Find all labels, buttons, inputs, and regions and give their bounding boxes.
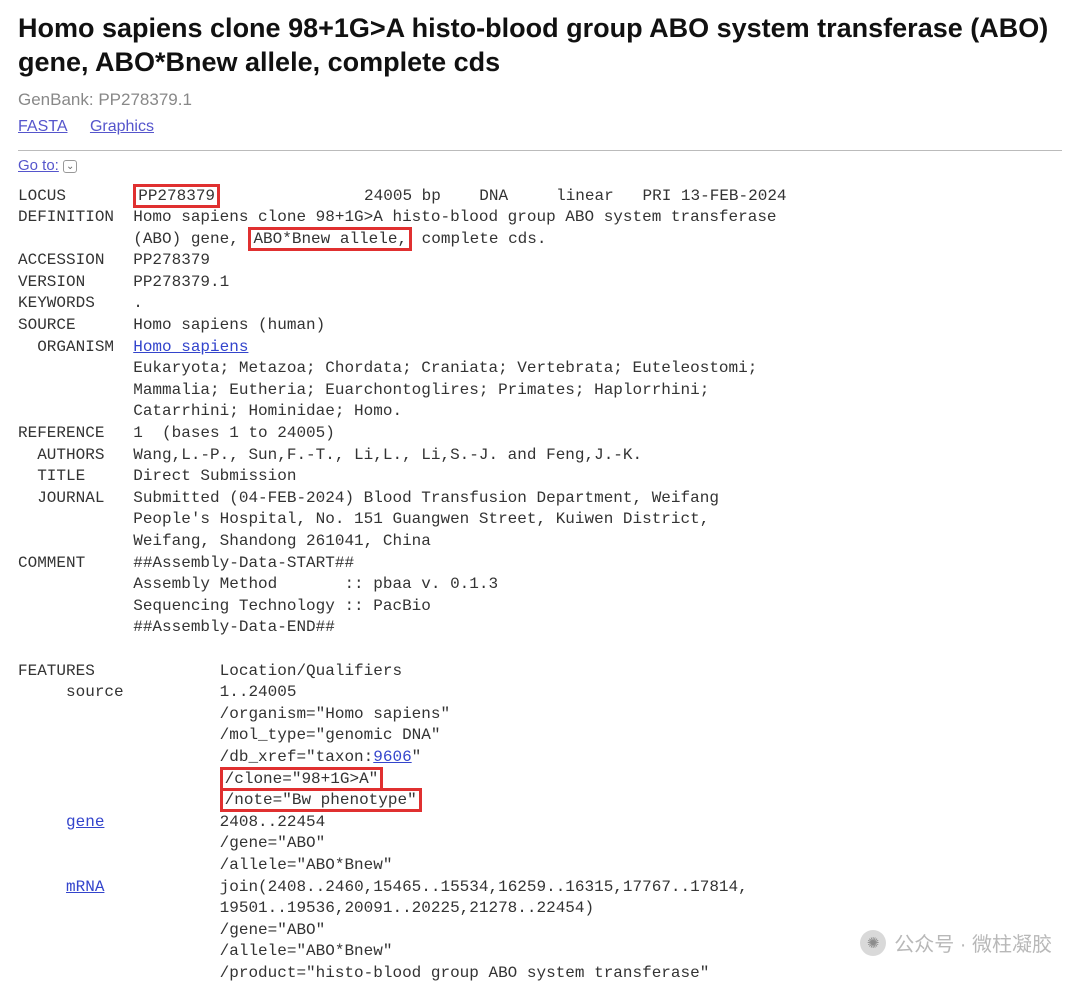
mrna-allele: /allele="ABO*Bnew" xyxy=(18,942,392,960)
chevron-down-icon[interactable]: ⌄ xyxy=(63,160,77,173)
allele-highlight: ABO*Bnew allele, xyxy=(248,227,412,251)
gene-allele: /allele="ABO*Bnew" xyxy=(18,856,392,874)
comment-3: Sequencing Technology :: PacBio xyxy=(18,597,431,615)
divider xyxy=(18,150,1062,151)
authors-row: AUTHORS Wang,L.-P., Sun,F.-T., Li,L., Li… xyxy=(18,446,642,464)
organism-label: ORGANISM xyxy=(18,338,133,356)
version-row: VERSION PP278379.1 xyxy=(18,273,229,291)
genbank-flatfile: LOCUS PP278379 24005 bp DNA linear PRI 1… xyxy=(18,186,1062,985)
source-xref-post: " xyxy=(412,748,422,766)
gene-loc: 2408..22454 xyxy=(104,813,325,831)
locus-rest: 24005 bp DNA linear PRI 13-FEB-2024 xyxy=(220,187,787,205)
comment-2: Assembly Method :: pbaa v. 0.1.3 xyxy=(18,575,498,593)
features-header: FEATURES Location/Qualifiers xyxy=(18,662,402,680)
journal-3: Weifang, Shandong 261041, China xyxy=(18,532,431,550)
journal-1: JOURNAL Submitted (04-FEB-2024) Blood Tr… xyxy=(18,489,719,507)
lineage-3: Catarrhini; Hominidae; Homo. xyxy=(18,402,402,420)
clone-highlight: /clone="98+1G>A" xyxy=(220,767,384,791)
format-links: FASTA Graphics xyxy=(18,118,1062,136)
organism-link[interactable]: Homo sapiens xyxy=(133,338,248,356)
accession-row: ACCESSION PP278379 xyxy=(18,251,210,269)
definition-line2-pre: (ABO) gene, xyxy=(18,230,248,248)
mrna-indent xyxy=(18,878,66,896)
mrna-gene: /gene="ABO" xyxy=(18,921,325,939)
mrna-loc2: 19501..19536,20091..20225,21278..22454) xyxy=(18,899,594,917)
gene-indent xyxy=(18,813,66,831)
source-xref-pre: /db_xref="taxon: xyxy=(18,748,373,766)
lineage-1: Eukaryota; Metazoa; Chordata; Craniata; … xyxy=(18,359,757,377)
lineage-2: Mammalia; Eutheria; Euarchontoglires; Pr… xyxy=(18,381,709,399)
source-moltype: /mol_type="genomic DNA" xyxy=(18,726,440,744)
taxon-link[interactable]: 9606 xyxy=(373,748,411,766)
reference-row: REFERENCE 1 (bases 1 to 24005) xyxy=(18,424,335,442)
definition-line2-post: complete cds. xyxy=(412,230,546,248)
page-title: Homo sapiens clone 98+1G>A histo-blood g… xyxy=(18,12,1062,80)
mrna-feature-link[interactable]: mRNA xyxy=(66,878,104,896)
journal-2: People's Hospital, No. 151 Guangwen Stre… xyxy=(18,510,709,528)
goto-row: Go to: ⌄ xyxy=(18,157,1062,174)
note-highlight: /note="Bw phenotype" xyxy=(220,788,422,812)
graphics-link[interactable]: Graphics xyxy=(90,118,154,135)
definition-line1: DEFINITION Homo sapiens clone 98+1G>A hi… xyxy=(18,208,777,226)
title-row: TITLE Direct Submission xyxy=(18,467,296,485)
comment-4: ##Assembly-Data-END## xyxy=(18,618,335,636)
accession-line: GenBank: PP278379.1 xyxy=(18,90,1062,110)
goto-link[interactable]: Go to: xyxy=(18,157,59,174)
indent xyxy=(18,770,220,788)
mrna-loc1: join(2408..2460,15465..15534,16259..1631… xyxy=(104,878,747,896)
locus-id-highlight: PP278379 xyxy=(133,184,220,208)
comment-1: COMMENT ##Assembly-Data-START## xyxy=(18,554,354,572)
fasta-link[interactable]: FASTA xyxy=(18,118,68,135)
source-loc: source 1..24005 xyxy=(18,683,296,701)
indent xyxy=(18,791,220,809)
source-organism: /organism="Homo sapiens" xyxy=(18,705,450,723)
mrna-product: /product="histo-blood group ABO system t… xyxy=(18,964,709,982)
keywords-row: KEYWORDS . xyxy=(18,294,143,312)
gene-feature-link[interactable]: gene xyxy=(66,813,104,831)
gene-gene: /gene="ABO" xyxy=(18,834,325,852)
source-row: SOURCE Homo sapiens (human) xyxy=(18,316,325,334)
